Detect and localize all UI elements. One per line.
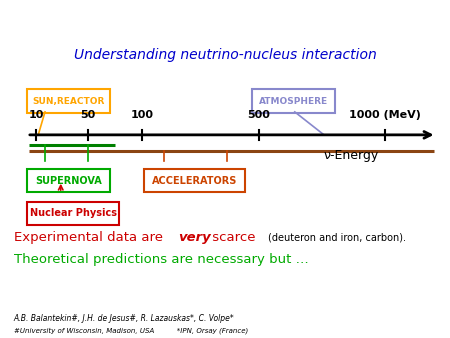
Text: scarce: scarce: [208, 231, 260, 244]
Text: #University of Wisconsin, Madison, USA          *IPN, Orsay (France): #University of Wisconsin, Madison, USA *…: [14, 328, 248, 334]
Text: 10: 10: [28, 110, 44, 120]
Text: SUN,REACTOR: SUN,REACTOR: [32, 97, 105, 105]
Text: Nuclear Physics: Nuclear Physics: [30, 208, 117, 218]
Text: very: very: [178, 231, 211, 244]
FancyBboxPatch shape: [252, 89, 335, 113]
Text: 1000 (MeV): 1000 (MeV): [349, 110, 421, 120]
FancyBboxPatch shape: [27, 89, 110, 113]
Text: Understanding neutrino-nucleus interaction: Understanding neutrino-nucleus interacti…: [74, 48, 376, 62]
Text: Theoretical predictions are necessary but …: Theoretical predictions are necessary bu…: [14, 253, 308, 266]
Text: ATMOSPHERE: ATMOSPHERE: [259, 97, 328, 105]
Text: Experimental data are: Experimental data are: [14, 231, 167, 244]
Text: ν-Energy: ν-Energy: [324, 149, 378, 162]
FancyBboxPatch shape: [27, 169, 110, 192]
FancyBboxPatch shape: [144, 169, 245, 192]
Text: 50: 50: [80, 110, 95, 120]
Text: A.B. Balantekin#, J.H. de Jesus#, R. Lazauskas*, C. Volpe*: A.B. Balantekin#, J.H. de Jesus#, R. Laz…: [14, 314, 234, 323]
Text: A Conserved Vector Current test using low energy β–beams: A Conserved Vector Current test using lo…: [0, 11, 450, 28]
Text: 100: 100: [130, 110, 153, 120]
Text: (deuteron and iron, carbon).: (deuteron and iron, carbon).: [268, 233, 406, 243]
Text: SUPERNOVA: SUPERNOVA: [35, 176, 102, 186]
Text: ACCELERATORS: ACCELERATORS: [152, 176, 237, 186]
FancyBboxPatch shape: [27, 202, 119, 225]
Text: 500: 500: [248, 110, 270, 120]
